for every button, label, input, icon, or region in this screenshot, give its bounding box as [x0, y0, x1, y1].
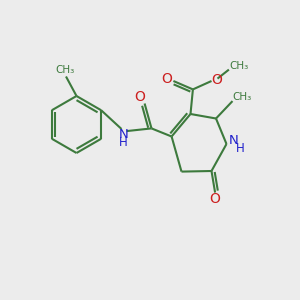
Text: O: O: [134, 90, 145, 104]
Text: CH₃: CH₃: [232, 92, 252, 103]
Text: O: O: [161, 73, 172, 86]
Text: N: N: [229, 134, 239, 147]
Text: H: H: [119, 136, 128, 149]
Text: O: O: [212, 74, 222, 87]
Text: CH₃: CH₃: [229, 61, 248, 71]
Text: O: O: [210, 192, 220, 206]
Text: N: N: [119, 128, 128, 141]
Text: H: H: [236, 142, 244, 155]
Text: CH₃: CH₃: [55, 65, 74, 75]
